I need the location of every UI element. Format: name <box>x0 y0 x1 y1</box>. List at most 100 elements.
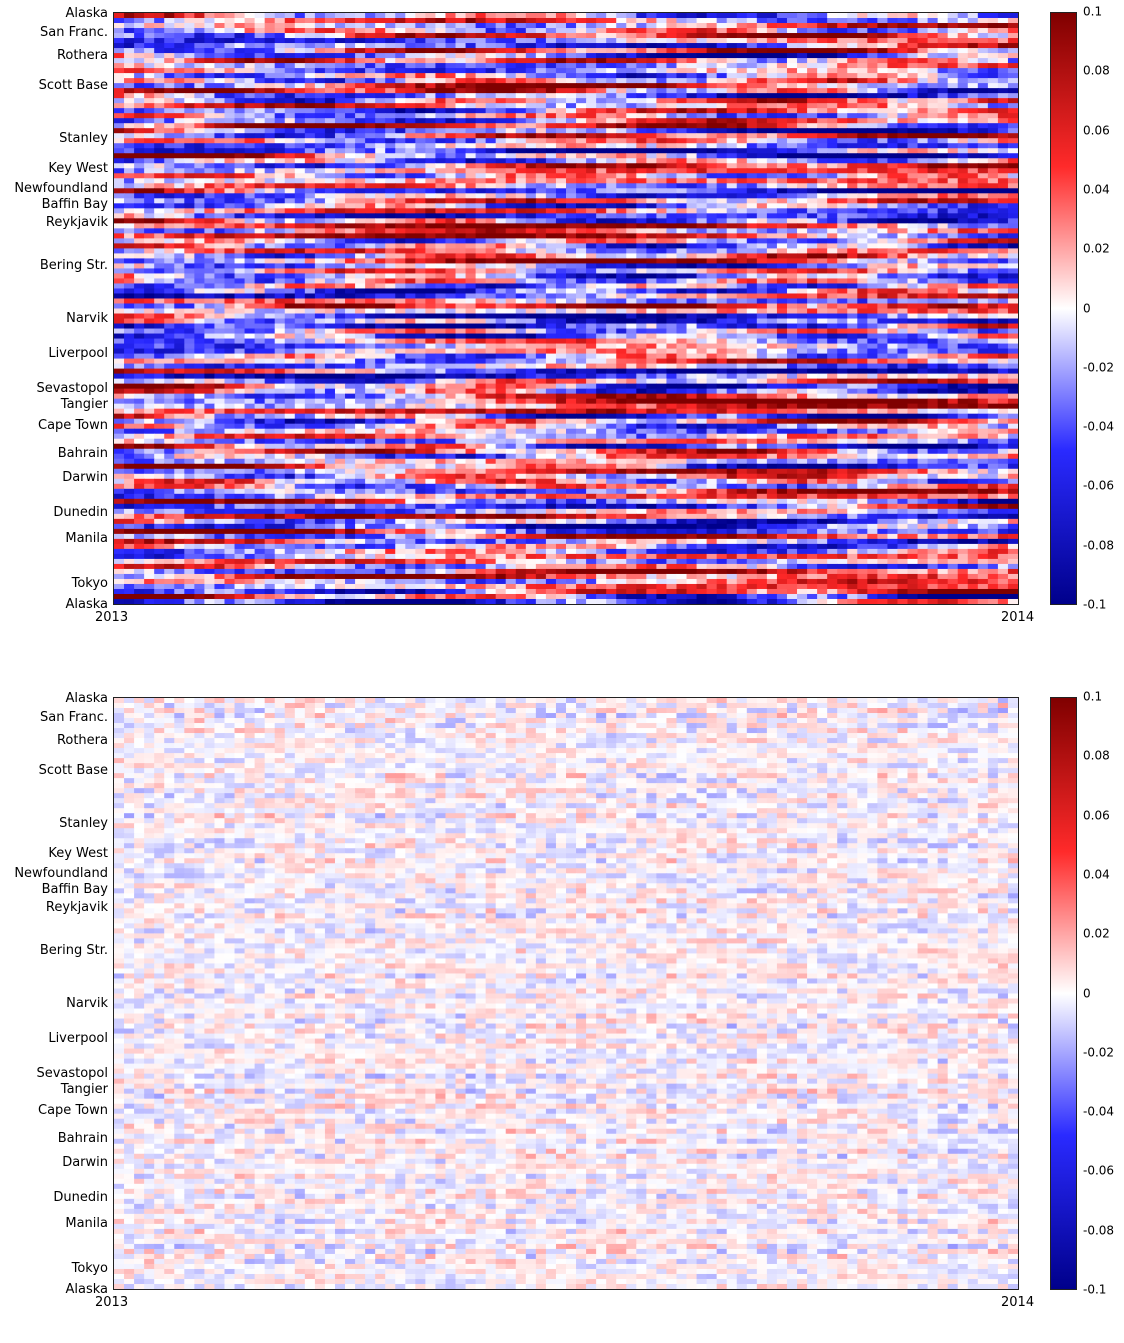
heatmap-cell <box>807 198 818 204</box>
heatmap-cell <box>596 183 607 189</box>
heatmap-cell <box>827 223 838 229</box>
heatmap-cell <box>807 163 818 169</box>
heatmap-cell <box>164 218 175 224</box>
heatmap-cell <box>917 68 929 74</box>
heatmap-cell <box>134 78 145 84</box>
heatmap-cell <box>847 28 858 34</box>
heatmap-cell <box>445 108 457 114</box>
heatmap-cell <box>917 38 929 44</box>
heatmap-cell <box>324 63 336 69</box>
heatmap-cell <box>786 248 798 255</box>
heatmap-cell <box>596 148 607 154</box>
heatmap-cell <box>475 108 487 114</box>
heatmap-cell <box>666 98 678 104</box>
heatmap-cell <box>234 258 246 265</box>
heatmap-cell <box>405 123 416 129</box>
heatmap-cell <box>666 188 678 194</box>
heatmap-cell <box>405 73 416 79</box>
heatmap-cell <box>385 203 396 209</box>
heatmap-cell <box>676 43 688 49</box>
heatmap-cell <box>435 158 447 164</box>
heatmap-cell <box>897 268 909 275</box>
heatmap-cell <box>756 208 768 214</box>
heatmap-cell <box>314 48 326 54</box>
heatmap-cell <box>395 148 406 154</box>
heatmap-cell <box>405 133 416 139</box>
heatmap-cell <box>1007 43 1018 49</box>
heatmap-cell <box>817 178 828 184</box>
heatmap-cell <box>385 118 396 124</box>
heatmap-cell <box>616 133 627 139</box>
heatmap-cell <box>475 178 487 184</box>
heatmap-cell <box>114 18 125 24</box>
heatmap-cell <box>766 48 778 54</box>
heatmap-cell <box>626 73 637 79</box>
heatmap-cell <box>726 268 738 275</box>
heatmap-cell <box>786 28 798 34</box>
heatmap-cell <box>576 228 587 234</box>
heatmap-cell <box>807 63 818 69</box>
heatmap-cell <box>566 248 577 255</box>
heatmap-cell <box>626 48 637 54</box>
heatmap-cell <box>345 48 356 54</box>
heatmap-cell <box>917 263 929 270</box>
heatmap-cell <box>214 168 226 174</box>
heatmap-cell <box>1007 18 1018 24</box>
heatmap-cell <box>867 23 878 29</box>
heatmap-cell <box>927 193 939 199</box>
heatmap-cell <box>365 178 376 184</box>
heatmap-cell <box>264 18 276 24</box>
heatmap-cell <box>535 133 547 139</box>
heatmap-cell <box>726 68 738 74</box>
heatmap-cell <box>596 38 607 44</box>
heatmap-cell <box>435 108 447 114</box>
heatmap-cell <box>465 93 477 99</box>
heatmap-cell <box>576 28 587 34</box>
heatmap-cell <box>937 173 949 179</box>
heatmap-cell <box>144 288 155 295</box>
heatmap-cell <box>817 43 828 49</box>
heatmap-cell <box>606 248 617 255</box>
heatmap-cell <box>666 13 678 19</box>
heatmap-cell <box>807 208 818 214</box>
heatmap-cell <box>194 273 205 280</box>
heatmap-cell <box>696 108 708 114</box>
heatmap-cell <box>445 258 457 265</box>
heatmap-cell <box>957 33 969 39</box>
heatmap-cell <box>395 223 406 229</box>
heatmap-cell <box>827 248 838 255</box>
heatmap-cell <box>515 143 527 149</box>
heatmap-cell <box>887 178 899 184</box>
heatmap-cell <box>696 183 708 189</box>
heatmap-cell <box>807 243 818 249</box>
heatmap-cell <box>224 83 236 89</box>
heatmap-cell <box>977 23 989 29</box>
heatmap-cell <box>877 253 889 260</box>
heatmap-cell <box>646 218 657 224</box>
heatmap-cell <box>365 268 376 275</box>
heatmap-cell <box>154 168 165 174</box>
heatmap-cell <box>284 153 296 159</box>
heatmap-cell <box>927 93 939 99</box>
heatmap-cell <box>726 23 738 29</box>
heatmap-cell <box>696 63 708 69</box>
heatmap-cell <box>596 88 607 94</box>
heatmap-cell <box>957 123 969 129</box>
heatmap-cell <box>465 248 477 255</box>
heatmap-cell <box>505 233 517 239</box>
heatmap-cell <box>174 163 185 169</box>
heatmap-cell <box>666 223 678 229</box>
heatmap-cell <box>716 123 728 129</box>
heatmap-cell <box>877 148 889 154</box>
heatmap-cell <box>666 133 678 139</box>
heatmap-cell <box>576 168 587 174</box>
heatmap-cell <box>1007 253 1018 260</box>
heatmap-cell <box>656 158 668 164</box>
heatmap-cell <box>244 148 256 154</box>
heatmap-cell <box>124 88 135 94</box>
heatmap-cell <box>776 93 788 99</box>
heatmap-cell <box>596 208 607 214</box>
heatmap-cell <box>164 193 175 199</box>
heatmap-cell <box>807 278 818 285</box>
heatmap-cell <box>525 53 537 59</box>
